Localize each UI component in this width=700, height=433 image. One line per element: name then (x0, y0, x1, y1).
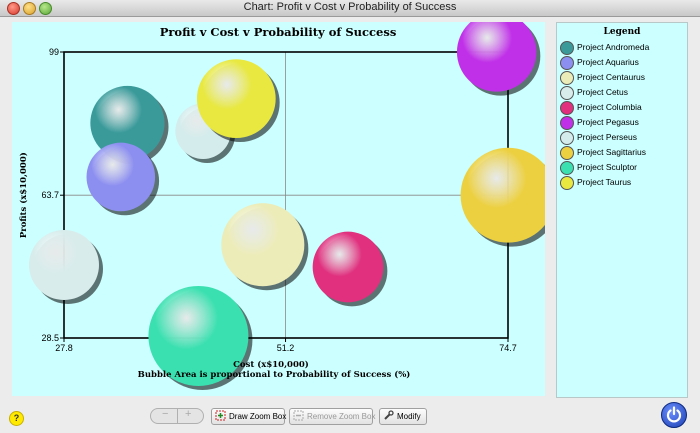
x-tick-label: 74.7 (499, 343, 517, 353)
remove-zoom-box-button[interactable]: Remove Zoom Box (289, 408, 376, 425)
minimize-window-icon[interactable] (23, 2, 36, 15)
zoom-box-icon (215, 410, 226, 421)
power-icon[interactable] (661, 402, 687, 428)
legend-item: Project Sculptor (557, 160, 687, 175)
legend-swatch (560, 56, 574, 70)
legend-item: Project Centaurus (557, 70, 687, 85)
legend-swatch (560, 131, 574, 145)
zoom-out-button[interactable]: − (162, 408, 169, 420)
draw-zoom-box-label: Draw Zoom Box (229, 412, 287, 421)
legend-swatch (560, 161, 574, 175)
bubble (29, 229, 99, 300)
remove-zoom-box-icon (293, 410, 304, 421)
help-icon[interactable]: ? (9, 411, 24, 426)
bubble (90, 85, 165, 161)
x-tick-label: 51.2 (277, 343, 295, 353)
window-title: Chart: Profit v Cost v Probability of Su… (243, 1, 457, 13)
y-tick-label: 99 (49, 47, 59, 57)
legend-label: Project Centaurus (577, 72, 646, 82)
chart-subtitle: Bubble Area is proportional to Probabili… (138, 369, 411, 380)
legend-item: Project Andromeda (557, 40, 687, 55)
legend-label: Project Taurus (577, 177, 632, 187)
legend-label: Project Aquarius (577, 57, 639, 67)
x-tick-label: 27.8 (55, 343, 73, 353)
bubble (460, 147, 545, 243)
modify-label: Modify (397, 412, 421, 421)
wrench-icon (384, 410, 394, 420)
legend-label: Project Cetus (577, 87, 629, 97)
bubble (148, 285, 249, 386)
legend-label: Project Sagittarius (577, 147, 646, 157)
legend-item: Project Perseus (557, 130, 687, 145)
bubbles-group (29, 22, 545, 390)
legend-label: Project Pegasus (577, 117, 639, 127)
legend-panel: Legend Project Andromeda Project Aquarius… (556, 22, 688, 398)
x-axis-label: Cost (x$10,000) (233, 359, 309, 370)
bubble (196, 59, 276, 139)
legend-swatch (560, 101, 574, 115)
title-bar[interactable]: Chart: Profit v Cost v Probability of Su… (0, 0, 700, 17)
legend-swatch (560, 116, 574, 130)
remove-zoom-box-label: Remove Zoom Box (307, 412, 376, 421)
bubble-chart[interactable]: 27.8 51.2 74.7 28.5 63.7 99 Profit v Cost v Pr… (12, 22, 545, 396)
y-tick-label: 63.7 (41, 190, 59, 200)
legend-item: Project Sagittarius (557, 145, 687, 160)
legend-item: Project Columbia (557, 100, 687, 115)
zoom-divider (177, 409, 178, 423)
zoom-window-icon[interactable] (39, 2, 52, 15)
legend-item: Project Pegasus (557, 115, 687, 130)
bubble (456, 22, 537, 92)
legend-label: Project Columbia (577, 102, 642, 112)
y-axis-label: Profits (x$10,000) (18, 152, 29, 238)
legend-title: Legend (603, 27, 641, 37)
legend-label: Project Sculptor (577, 162, 637, 172)
legend-item: Project Taurus (557, 175, 687, 190)
legend-swatch (560, 41, 574, 55)
legend-label: Project Andromeda (577, 42, 650, 52)
legend-swatch (560, 86, 574, 100)
legend-item: Project Aquarius (557, 55, 687, 70)
zoom-stepper[interactable]: − + (150, 408, 204, 424)
legend-label: Project Perseus (577, 132, 637, 142)
legend-item: Project Cetus (557, 85, 687, 100)
legend-swatch (560, 176, 574, 190)
y-tick-label: 28.5 (41, 333, 59, 343)
bubble (86, 142, 156, 212)
bubble (221, 203, 305, 287)
legend-swatch (560, 71, 574, 85)
chart-title: Profit v Cost v Probability of Success (160, 25, 397, 39)
bubble (312, 231, 384, 303)
close-window-icon[interactable] (7, 2, 20, 15)
legend-swatch (560, 146, 574, 160)
toolbar: − + Draw Zoom Box Remove Zoom Box Modify (0, 404, 700, 433)
zoom-in-button[interactable]: + (185, 408, 192, 420)
power-glyph (666, 406, 682, 423)
modify-button[interactable]: Modify (379, 408, 427, 425)
draw-zoom-box-button[interactable]: Draw Zoom Box (211, 408, 287, 425)
